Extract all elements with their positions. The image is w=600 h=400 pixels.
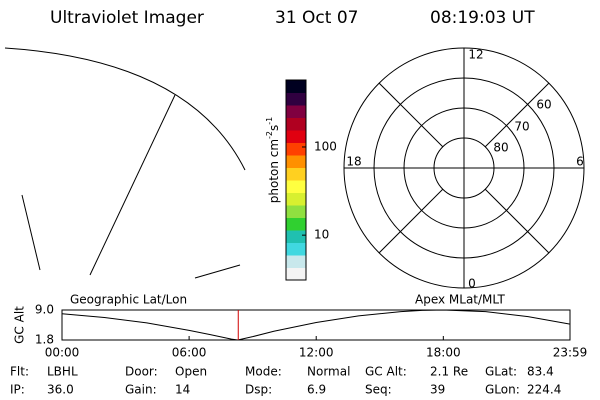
field-value: 224.4 — [527, 383, 561, 397]
footer: Flt: LBHL Door: Open Mode: Normal GC Alt: 2.1 R… — [10, 365, 561, 397]
polar-plot: 12 18 6 0 60 70 80 — [343, 47, 585, 291]
lat-label: 80 — [493, 141, 508, 155]
colorbar: 10 100 — [285, 79, 337, 281]
field-label: Door: — [125, 365, 158, 379]
unit: photon cm — [267, 139, 281, 203]
color-swatch — [286, 180, 306, 193]
field-label: IP: — [10, 383, 25, 397]
color-swatch — [286, 167, 306, 181]
color-swatch — [286, 130, 306, 143]
color-swatch — [286, 105, 306, 118]
color-swatch — [286, 192, 306, 206]
mlt-label: 18 — [346, 155, 361, 169]
field-value: 6.9 — [307, 383, 326, 397]
map-line — [21, 194, 41, 271]
color-swatch — [286, 142, 306, 156]
color-swatch — [286, 92, 306, 106]
field-label: Dsp: — [245, 383, 272, 397]
field-value: 14 — [175, 383, 190, 397]
mlt-label: 0 — [468, 277, 476, 291]
time: 08:19:03 UT — [430, 8, 535, 28]
map-label: Geographic Lat/Lon — [70, 293, 187, 307]
color-swatch — [286, 267, 306, 281]
color-swatch — [286, 217, 306, 231]
field-value: 2.1 Re — [430, 365, 468, 379]
map-line — [194, 264, 241, 279]
color-swatch — [286, 205, 306, 218]
date: 31 Oct 07 — [275, 8, 358, 28]
map-label: Apex MLat/MLT — [415, 293, 505, 307]
field-label: Mode: — [245, 365, 282, 379]
alt-line — [61, 309, 571, 341]
x-tick-label: 00:00 — [45, 346, 80, 360]
field-label: Flt: — [10, 365, 29, 379]
field-value: LBHL — [47, 365, 78, 379]
field-value: 39 — [430, 383, 445, 397]
x-tick-label: 18:00 — [426, 346, 461, 360]
color-swatch — [286, 117, 306, 131]
field-label: GC Alt: — [365, 365, 407, 379]
color-swatch — [286, 230, 306, 243]
tick-label: 10 — [314, 228, 329, 242]
field-label: GLat: — [485, 365, 517, 379]
lat-label: 60 — [536, 98, 551, 112]
field-value: Open — [175, 365, 207, 379]
color-swatch — [286, 242, 306, 256]
x-tick-label: 06:00 — [172, 346, 207, 360]
field-value: Normal — [307, 365, 350, 379]
colorbar-label: photon cm-2s-1 — [265, 117, 281, 204]
color-swatch — [286, 255, 306, 268]
instrument: Ultraviolet Imager — [50, 8, 204, 28]
lat-label: 70 — [514, 120, 529, 134]
field-value: 83.4 — [527, 365, 554, 379]
alt-chart: 9.0 1.800:00 06:00 12:00 18:00 23:59 — [35, 303, 587, 360]
tick-label: 100 — [314, 139, 337, 153]
y-tick-label: 9.0 — [35, 303, 54, 317]
mlt-label: 6 — [576, 155, 584, 169]
y-tick-label: 1.8 — [35, 333, 54, 347]
spoke — [378, 188, 444, 254]
unit: s — [267, 125, 281, 131]
field-label: Seq: — [365, 383, 392, 397]
colorbar-frame — [285, 79, 307, 281]
plot-frame — [61, 309, 571, 341]
field-value: 36.0 — [47, 383, 74, 397]
color-swatch — [286, 80, 306, 93]
spoke — [484, 188, 550, 254]
y-axis-label: GC Alt — [13, 306, 27, 344]
spoke — [484, 82, 550, 148]
x-tick-label: 23:59 — [553, 346, 588, 360]
field-label: Gain: — [125, 383, 157, 397]
mlt-label: 12 — [468, 48, 483, 62]
exponent: -1 — [265, 117, 274, 125]
spoke — [378, 82, 444, 148]
exponent: -2 — [265, 131, 274, 139]
geo-map — [4, 47, 246, 279]
map-line — [89, 94, 176, 276]
color-swatch — [286, 155, 306, 168]
map-arc — [4, 47, 246, 171]
x-tick-label: 12:00 — [299, 346, 334, 360]
field-label: GLon: — [485, 383, 520, 397]
